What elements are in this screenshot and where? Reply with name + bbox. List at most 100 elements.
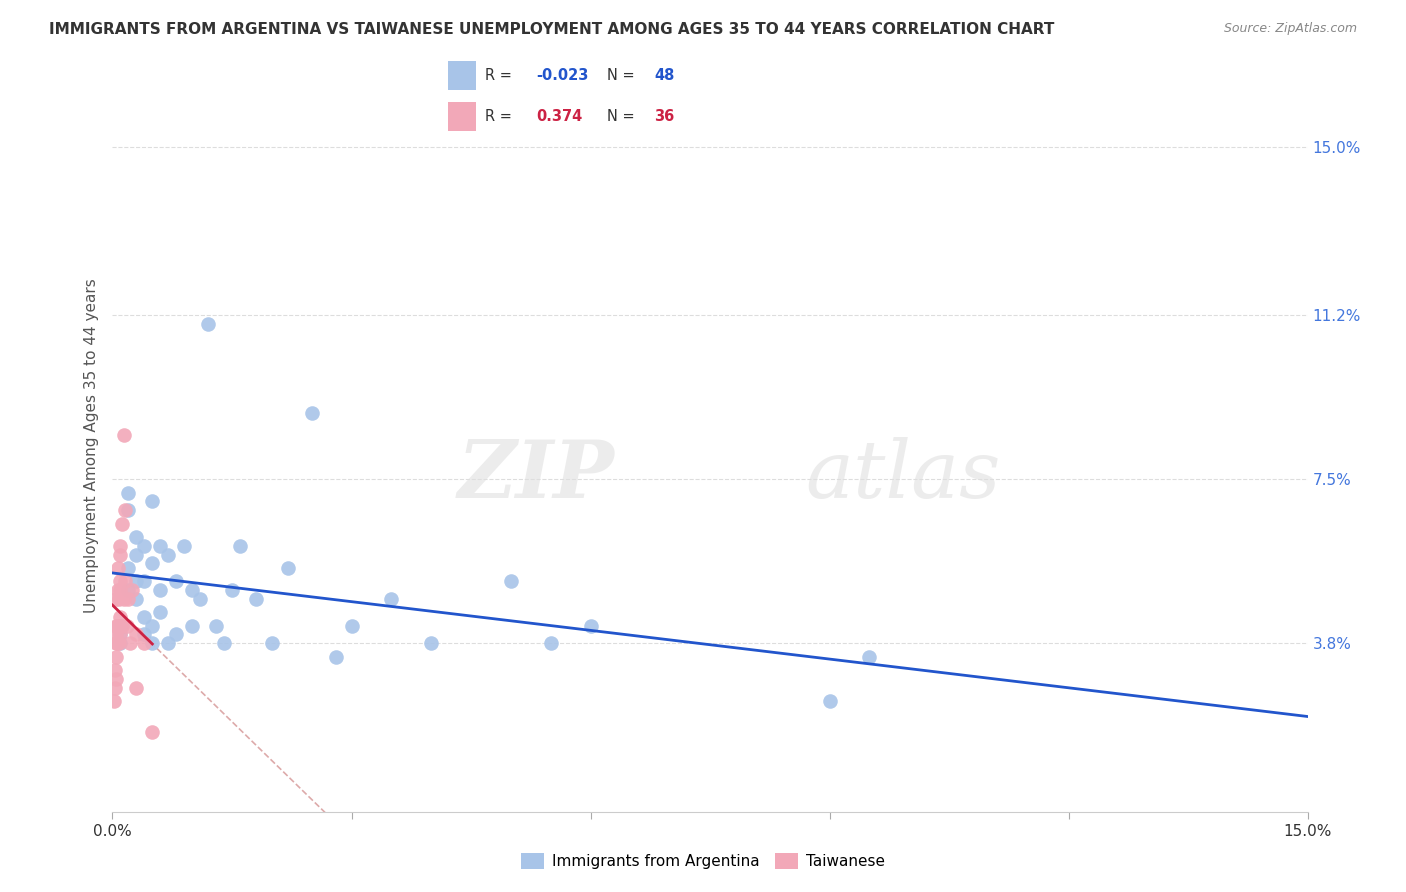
Point bbox=[110, 609, 132, 624]
Point bbox=[277, 561, 299, 575]
Point bbox=[141, 494, 163, 508]
Text: IMMIGRANTS FROM ARGENTINA VS TAIWANESE UNEMPLOYMENT AMONG AGES 35 TO 44 YEARS CO: IMMIGRANTS FROM ARGENTINA VS TAIWANESE U… bbox=[49, 22, 1054, 37]
Point bbox=[181, 583, 204, 598]
Point bbox=[181, 618, 204, 632]
Point bbox=[188, 591, 211, 606]
Point bbox=[117, 485, 139, 500]
Point bbox=[110, 539, 132, 553]
Point bbox=[325, 649, 347, 664]
Text: N =: N = bbox=[607, 68, 640, 83]
Point bbox=[104, 672, 127, 686]
Point bbox=[112, 428, 135, 442]
Text: 36: 36 bbox=[654, 109, 675, 124]
Point bbox=[540, 636, 562, 650]
Point bbox=[117, 503, 139, 517]
Point bbox=[141, 636, 163, 650]
Point bbox=[115, 618, 138, 632]
Point bbox=[114, 574, 136, 589]
Point bbox=[141, 618, 163, 632]
Point bbox=[104, 663, 127, 677]
Point bbox=[107, 561, 129, 575]
Point bbox=[340, 618, 363, 632]
Point bbox=[149, 539, 172, 553]
Point bbox=[105, 591, 128, 606]
Text: atlas: atlas bbox=[806, 436, 1001, 514]
Point bbox=[420, 636, 443, 650]
Legend: Immigrants from Argentina, Taiwanese: Immigrants from Argentina, Taiwanese bbox=[516, 847, 890, 875]
Point bbox=[110, 627, 132, 641]
Point bbox=[104, 681, 127, 695]
Point bbox=[197, 317, 219, 331]
Point bbox=[108, 636, 131, 650]
Point bbox=[111, 618, 134, 632]
Point bbox=[134, 609, 156, 624]
Point bbox=[117, 591, 139, 606]
Y-axis label: Unemployment Among Ages 35 to 44 years: Unemployment Among Ages 35 to 44 years bbox=[83, 278, 98, 614]
Point bbox=[105, 627, 128, 641]
Point bbox=[107, 583, 129, 598]
Point bbox=[149, 583, 172, 598]
Bar bbox=[449, 62, 475, 90]
Point bbox=[301, 406, 323, 420]
Point bbox=[110, 627, 132, 641]
Point bbox=[108, 574, 131, 589]
Text: 48: 48 bbox=[654, 68, 675, 83]
Point bbox=[108, 618, 131, 632]
Point bbox=[134, 539, 156, 553]
Point bbox=[157, 636, 180, 650]
Point bbox=[212, 636, 235, 650]
Point bbox=[499, 574, 522, 589]
Point bbox=[229, 539, 252, 553]
Point bbox=[105, 636, 128, 650]
Point bbox=[125, 591, 148, 606]
Point bbox=[173, 539, 195, 553]
Point bbox=[125, 681, 148, 695]
Text: -0.023: -0.023 bbox=[536, 68, 589, 83]
Text: ZIP: ZIP bbox=[457, 436, 614, 514]
Point bbox=[105, 618, 128, 632]
Point bbox=[165, 627, 187, 641]
Point bbox=[125, 548, 148, 562]
Bar bbox=[449, 102, 475, 130]
Text: R =: R = bbox=[485, 68, 517, 83]
Point bbox=[111, 516, 134, 531]
Point bbox=[117, 583, 139, 598]
Point bbox=[108, 548, 131, 562]
Text: 0.374: 0.374 bbox=[536, 109, 582, 124]
Point bbox=[108, 591, 131, 606]
Point bbox=[117, 561, 139, 575]
Point bbox=[149, 605, 172, 619]
Point bbox=[221, 583, 243, 598]
Point bbox=[134, 636, 156, 650]
Point bbox=[141, 557, 163, 571]
Point bbox=[260, 636, 283, 650]
Point bbox=[125, 574, 148, 589]
Point bbox=[110, 583, 132, 598]
Point bbox=[125, 530, 148, 544]
Point bbox=[121, 583, 143, 598]
Point bbox=[205, 618, 228, 632]
Point bbox=[157, 548, 180, 562]
Text: Source: ZipAtlas.com: Source: ZipAtlas.com bbox=[1223, 22, 1357, 36]
Point bbox=[110, 618, 132, 632]
Point bbox=[134, 574, 156, 589]
Point bbox=[858, 649, 880, 664]
Point bbox=[103, 694, 125, 708]
Point bbox=[118, 636, 141, 650]
Point bbox=[141, 725, 163, 739]
Point bbox=[245, 591, 267, 606]
Point bbox=[134, 627, 156, 641]
Point bbox=[818, 694, 841, 708]
Point bbox=[105, 649, 128, 664]
Point bbox=[104, 618, 127, 632]
Point bbox=[114, 503, 136, 517]
Point bbox=[380, 591, 402, 606]
Point bbox=[104, 636, 127, 650]
Point bbox=[110, 636, 132, 650]
Point bbox=[125, 627, 148, 641]
Text: N =: N = bbox=[607, 109, 640, 124]
Text: R =: R = bbox=[485, 109, 522, 124]
Point bbox=[112, 591, 135, 606]
Point bbox=[579, 618, 602, 632]
Point bbox=[165, 574, 187, 589]
